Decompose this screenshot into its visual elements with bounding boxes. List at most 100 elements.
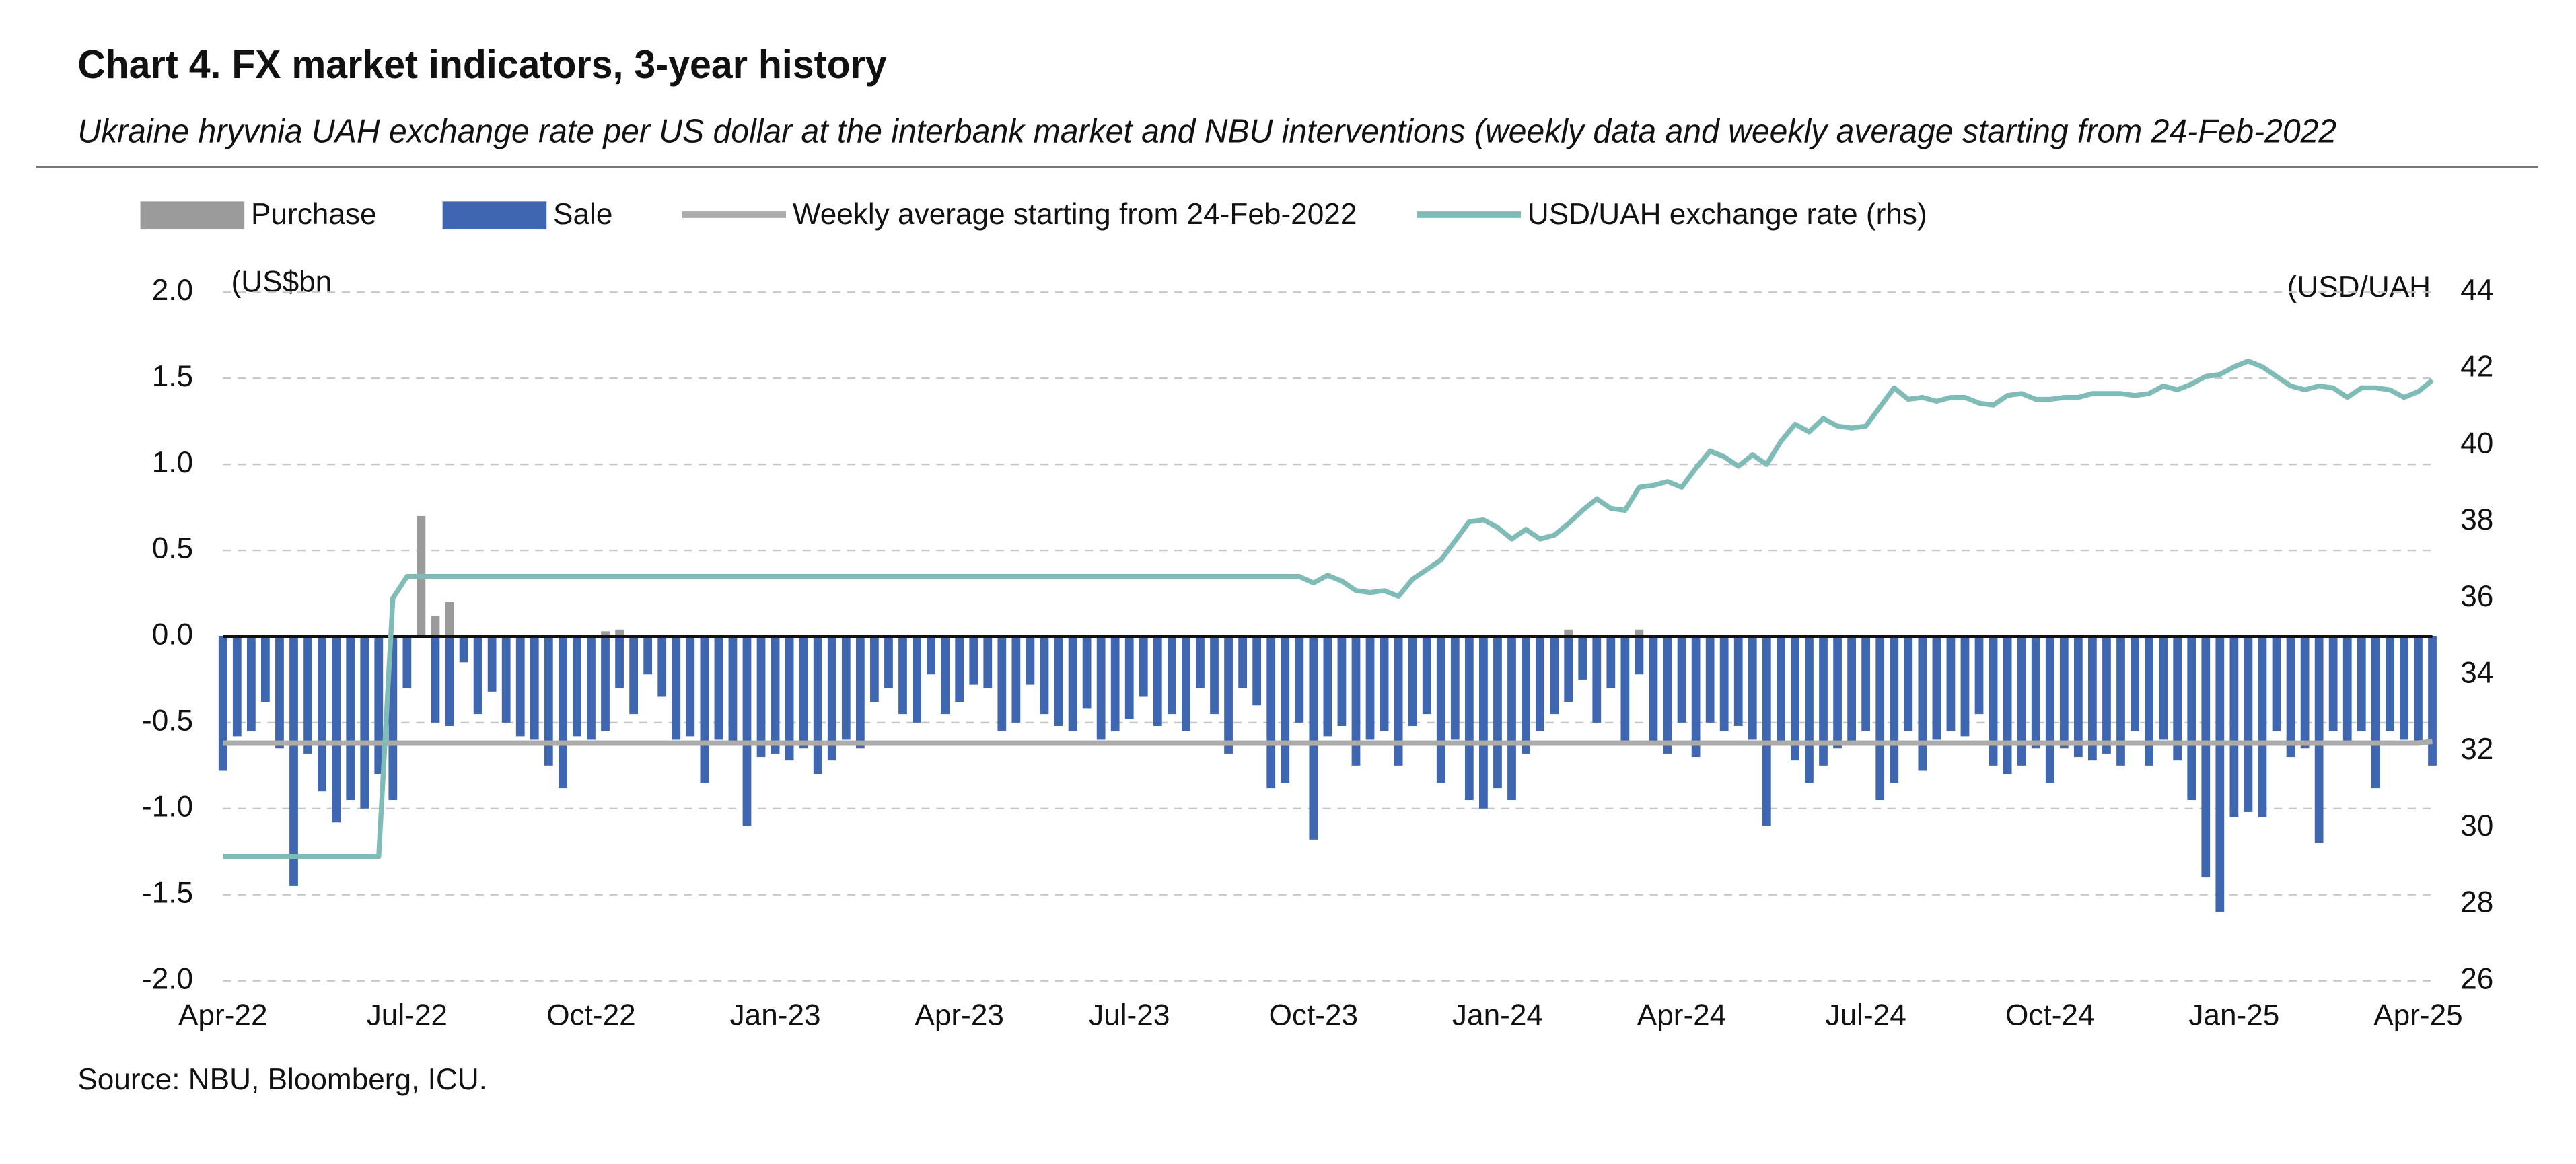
x-tick-label: Jul-24 (1826, 998, 1906, 1031)
bar (2286, 636, 2295, 758)
bar (827, 636, 836, 761)
bar (1606, 636, 1616, 688)
bar (332, 636, 341, 823)
bar (1168, 636, 1176, 715)
bar (2328, 636, 2338, 731)
bar (587, 636, 596, 740)
bar (1705, 636, 1715, 723)
bar (927, 636, 935, 675)
bar (1224, 636, 1233, 754)
bar (1507, 636, 1516, 801)
bar (1776, 636, 1785, 743)
bar (1522, 636, 1530, 754)
bar (346, 636, 355, 801)
y2-tick-label: 36 (2460, 580, 2493, 613)
chart-subtitle: Ukraine hryvnia UAH exchange rate per US… (77, 114, 2336, 150)
bar (1210, 636, 1219, 715)
bar (445, 636, 454, 727)
y-tick-label: 1.0 (152, 446, 193, 479)
x-tick-label: Jul-23 (1089, 998, 1170, 1031)
y2-tick-label: 26 (2460, 962, 2493, 995)
bar (615, 629, 624, 636)
bar (303, 636, 312, 754)
bar (2116, 636, 2125, 766)
bar (1124, 636, 1134, 719)
bar (643, 636, 653, 675)
bar (2159, 636, 2168, 740)
bar (997, 636, 1007, 731)
bar (1592, 636, 1602, 723)
bar (686, 636, 695, 737)
bar (445, 602, 454, 636)
x-tick-label: Apr-22 (178, 998, 268, 1031)
bar (2059, 636, 2069, 749)
y-tick-label: 2.0 (152, 274, 193, 307)
bar (2272, 636, 2281, 731)
bar (1691, 636, 1701, 758)
y-tick-label: -0.5 (142, 704, 193, 737)
legend-swatch (442, 201, 547, 230)
bar (1323, 636, 1332, 737)
bar (1536, 636, 1544, 731)
bar (1054, 636, 1063, 727)
bar (700, 636, 709, 783)
bar (261, 636, 270, 702)
bar (615, 636, 624, 688)
bar (2088, 636, 2097, 761)
y-tick-label: -1.5 (142, 876, 193, 909)
bar (2003, 636, 2012, 774)
bar (1238, 636, 1247, 688)
y2-tick-label: 32 (2460, 733, 2493, 766)
bar (1408, 636, 1417, 727)
bar (1493, 636, 1502, 789)
bar (1578, 636, 1587, 680)
bar (1153, 636, 1162, 727)
bar (1196, 636, 1205, 688)
bar (657, 636, 667, 697)
bar (1550, 636, 1559, 715)
bar (2300, 636, 2310, 749)
y2-tick-label: 30 (2460, 809, 2493, 842)
bar (559, 636, 567, 789)
bar (2173, 636, 2182, 761)
bar (1875, 636, 1885, 801)
bar (1365, 636, 1375, 740)
bar (2400, 636, 2408, 740)
legend-label: Purchase (251, 198, 377, 231)
bar (2258, 636, 2267, 817)
bar (1068, 636, 1077, 731)
bar (756, 636, 766, 758)
y2-tick-label: 40 (2460, 427, 2493, 460)
bar (1932, 636, 1941, 740)
bar (714, 636, 723, 740)
bar (1890, 636, 1899, 783)
bar (983, 636, 993, 688)
bar (2031, 636, 2040, 749)
bar (855, 636, 865, 749)
bar (1011, 636, 1021, 723)
bar (672, 636, 681, 740)
bar (2342, 636, 2352, 743)
bar (218, 636, 227, 771)
bar (1096, 636, 1106, 740)
bar (374, 636, 384, 774)
bar (742, 636, 752, 826)
bar (2102, 636, 2111, 754)
bar (232, 636, 242, 737)
bar (487, 636, 497, 692)
x-tick-label: Jan-25 (2188, 998, 2279, 1031)
legend-label: Sale (553, 198, 612, 231)
bar (884, 636, 893, 688)
bar (771, 636, 780, 754)
bar (870, 636, 879, 702)
bar (2073, 636, 2083, 758)
bar (1989, 636, 1998, 766)
bar (1564, 636, 1573, 702)
bar (2244, 636, 2253, 812)
bar (1422, 636, 1431, 715)
bar (1082, 636, 1092, 709)
bar (1337, 636, 1347, 727)
y2-tick-label: 34 (2460, 656, 2493, 689)
bar (530, 636, 539, 740)
